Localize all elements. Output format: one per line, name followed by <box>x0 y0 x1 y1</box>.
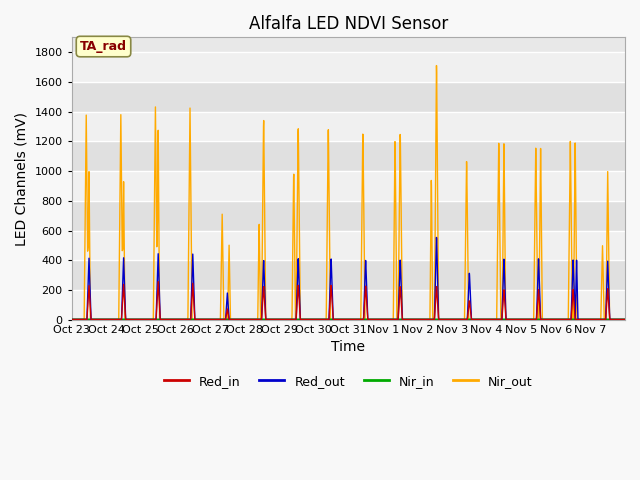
Nir_out <box>433 63 440 69</box>
Red_in <box>537 316 545 322</box>
X-axis label: Time: Time <box>332 340 365 354</box>
Nir_in <box>181 316 189 322</box>
Red_out <box>419 317 427 323</box>
Nir_in <box>621 316 629 322</box>
Line: Red_out: Red_out <box>72 238 625 320</box>
Bar <box>72 112 625 142</box>
Red_in <box>154 279 162 285</box>
Red_out <box>621 317 629 323</box>
Line: Red_in: Red_in <box>72 282 625 320</box>
Y-axis label: LED Channels (mV): LED Channels (mV) <box>15 111 29 246</box>
Red_out <box>68 317 76 323</box>
Nir_in <box>536 316 544 322</box>
Bar <box>72 171 625 201</box>
Nir_in <box>468 316 476 322</box>
Nir_out <box>504 317 511 323</box>
Red_in <box>68 317 76 323</box>
Red_out <box>504 317 511 323</box>
Bar <box>72 260 625 290</box>
Red_out <box>181 317 189 323</box>
Nir_in <box>615 316 623 322</box>
Red_in <box>468 317 476 323</box>
Text: TA_rad: TA_rad <box>80 40 127 53</box>
Red_out <box>468 317 476 323</box>
Red_in <box>615 317 623 323</box>
Nir_out <box>621 317 629 323</box>
Nir_out <box>181 317 189 323</box>
Nir_out <box>68 317 76 323</box>
Nir_out <box>468 317 476 323</box>
Red_out <box>615 317 623 323</box>
Nir_in <box>419 316 427 322</box>
Bar <box>72 52 625 82</box>
Bar <box>72 201 625 230</box>
Bar <box>72 230 625 260</box>
Nir_out <box>615 317 623 323</box>
Title: Alfalfa LED NDVI Sensor: Alfalfa LED NDVI Sensor <box>249 15 448 33</box>
Red_out <box>433 235 440 240</box>
Red_in <box>181 317 189 323</box>
Bar <box>72 142 625 171</box>
Nir_out <box>537 145 545 151</box>
Red_in <box>621 317 629 323</box>
Line: Nir_out: Nir_out <box>72 66 625 320</box>
Bar <box>72 290 625 320</box>
Red_in <box>419 317 427 323</box>
Red_out <box>537 316 545 322</box>
Nir_in <box>504 316 511 322</box>
Legend: Red_in, Red_out, Nir_in, Nir_out: Red_in, Red_out, Nir_in, Nir_out <box>159 370 538 393</box>
Bar <box>72 82 625 112</box>
Nir_in <box>68 316 76 322</box>
Nir_out <box>419 317 427 323</box>
Red_in <box>504 317 511 323</box>
